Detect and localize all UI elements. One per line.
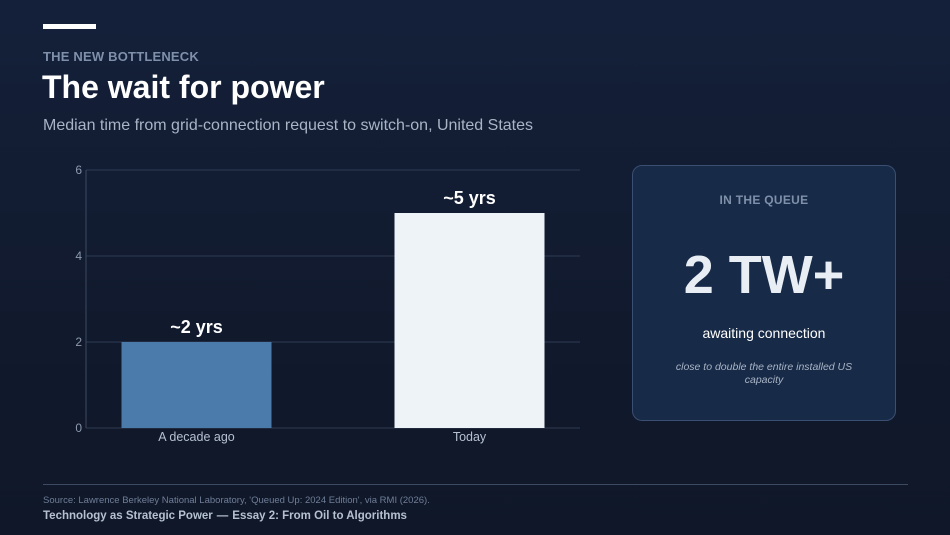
y-tick-label: 6 [75, 163, 82, 177]
data-label: ~2 yrs [170, 317, 223, 337]
callout-note: close to double the entire installed US … [675, 361, 853, 386]
y-tick-label: 0 [75, 421, 82, 435]
essay-name: Essay 2: From Oil to Algorithms [232, 510, 407, 522]
queue-callout-card: IN THE QUEUE 2 TW+ awaiting connection c… [632, 165, 896, 421]
page-subtitle: Median time from grid-connection request… [43, 117, 534, 134]
series-footer: Technology as Strategic Power — Essay 2: F… [43, 510, 407, 522]
y-tick-label: 2 [75, 335, 82, 349]
callout-caption: awaiting connection [702, 325, 826, 341]
page-title: The wait for power [42, 69, 325, 105]
y-tick-label: 4 [75, 249, 82, 263]
accent-bar [43, 24, 96, 29]
bar [121, 342, 272, 428]
data-label: ~5 yrs [443, 188, 496, 208]
callout-value: 2 TW+ [683, 245, 845, 305]
series-separator: — [216, 510, 229, 522]
footer-divider [43, 484, 908, 485]
bar [394, 213, 545, 428]
callout-label: IN THE QUEUE [719, 193, 809, 207]
series-name: Technology as Strategic Power [43, 510, 213, 522]
x-tick-label: A decade ago [158, 430, 235, 444]
x-tick-label: Today [453, 430, 487, 444]
eyebrow-label: THE NEW BOTTLENECK [43, 49, 199, 64]
source-note: Source: Lawrence Berkeley National Labor… [43, 495, 430, 506]
